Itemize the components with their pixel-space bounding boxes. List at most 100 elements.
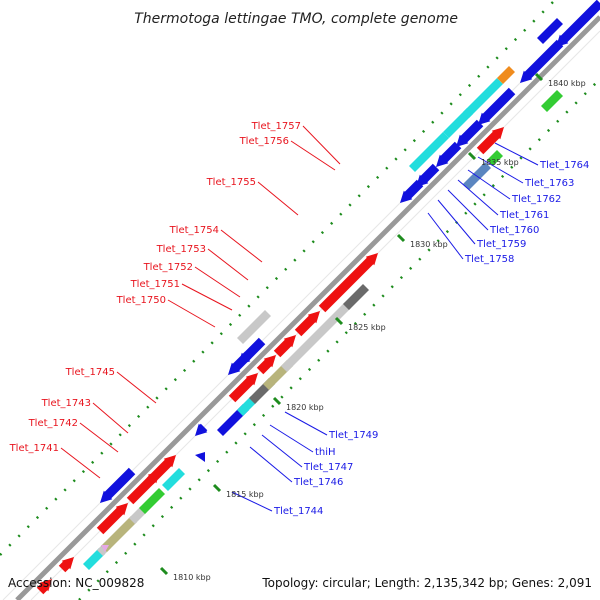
gene-khaki (101, 515, 138, 552)
leader-line (249, 446, 293, 483)
leader-line (467, 169, 511, 200)
kbp-tick (534, 72, 544, 82)
leader-line (427, 212, 464, 260)
map-title: Thermotoga lettingae TMO, complete genom… (134, 11, 458, 27)
gene-cyan (462, 78, 503, 119)
gene-blue-small (195, 452, 205, 462)
kbp-tick (212, 483, 222, 493)
gene-label: Tlet_1763 (524, 178, 574, 189)
gene-label: Tlet_1756 (239, 136, 289, 147)
leader-line (167, 299, 216, 328)
kbp-tick (396, 233, 406, 243)
gene-red (36, 579, 52, 595)
gene-cyan (442, 108, 473, 139)
gene-blue (556, 0, 600, 47)
gene-label: Tlet_1764 (539, 160, 589, 171)
gene-label: Tlet_1746 (293, 477, 343, 488)
gene-label: Tlet_1757 (251, 121, 301, 132)
gene-red (256, 355, 276, 375)
gene-pink-small (101, 545, 109, 552)
gene-blue (520, 39, 564, 83)
gene-label: Tlet_1761 (499, 210, 549, 221)
kbp-label: 1815 kbp (226, 490, 264, 499)
kbp-label: 1820 kbp (286, 403, 324, 412)
leader-line (261, 434, 303, 468)
gene-red (476, 127, 504, 155)
gene-label: Tlet_1755 (206, 177, 256, 188)
gene-blue (195, 423, 208, 436)
gene-blue (100, 467, 136, 503)
gene-green (139, 487, 166, 514)
gene-red (273, 335, 296, 358)
leader-line (447, 189, 489, 231)
kbp-label: 1810 kbp (173, 573, 211, 582)
leader-line (79, 422, 119, 453)
gene-red (228, 373, 258, 403)
leader-line (302, 125, 341, 165)
leader-line (477, 156, 524, 184)
gene-label: Tlet_1750 (116, 295, 166, 306)
gene-label: Tlet_1754 (169, 225, 219, 236)
gene-red (96, 503, 128, 535)
gene-red (318, 253, 378, 313)
gene-label: Tlet_1751 (130, 279, 180, 290)
topology-text: Topology: circular; Length: 2,135,342 bp… (261, 576, 592, 590)
gene-blue (456, 119, 484, 147)
accession-text: Accession: NC_009828 (8, 576, 144, 590)
scale-tick-trail-inner (0, 0, 556, 556)
kbp-tick (272, 396, 282, 406)
gene-label: Tlet_1749 (328, 430, 378, 441)
kbp-label: 1835 kbp (481, 158, 519, 167)
gene-label: Tlet_1745 (65, 367, 115, 378)
gene-darkgray (343, 283, 370, 310)
gene-steel (463, 161, 492, 190)
leader-line (92, 402, 129, 434)
gene-label: Tlet_1744 (273, 506, 323, 517)
gene-orange (496, 66, 515, 85)
leader-line (257, 181, 299, 216)
gene-label: Tlet_1753 (156, 244, 206, 255)
kbp-tick (159, 566, 169, 576)
leader-line (457, 179, 499, 216)
leader-line (194, 266, 241, 298)
leader-line (284, 411, 328, 436)
kbp-tick (334, 316, 344, 326)
gene-label: thiH (315, 447, 336, 458)
gene-blue (478, 87, 516, 125)
leader-line (220, 229, 263, 263)
gene-blue (238, 351, 252, 365)
leader-line (290, 140, 336, 171)
gene-green (487, 149, 504, 166)
kbp-label: 1825 kbp (348, 323, 386, 332)
leader-line (116, 371, 157, 404)
kbp-tick (467, 151, 477, 161)
kbp-label: 1840 kbp (548, 79, 586, 88)
leader-line (231, 491, 273, 512)
leader-line (269, 424, 314, 453)
leader-line (207, 248, 249, 281)
gene-gray (281, 301, 352, 372)
gene-red (58, 557, 74, 573)
gene-label: Tlet_1747 (303, 462, 353, 473)
kbp-label: 1830 kbp (410, 240, 448, 249)
gene-label: Tlet_1741 (9, 443, 59, 454)
leader-line (494, 142, 539, 166)
gene-red (294, 311, 320, 337)
gene-blue (536, 18, 563, 45)
gene-gray (236, 310, 271, 345)
gene-label: Tlet_1762 (511, 194, 561, 205)
gene-cyan (408, 132, 449, 173)
gene-red (146, 471, 160, 485)
gene-label: Tlet_1760 (489, 225, 539, 236)
genome-backbone (15, 15, 600, 600)
gene-label: Tlet_1743 (41, 398, 91, 409)
gene-green (541, 89, 564, 112)
gene-cyan (162, 467, 186, 491)
gene-label: Tlet_1759 (476, 239, 526, 250)
leader-line (437, 199, 476, 245)
gene-blue (416, 163, 440, 187)
gene-blue (436, 141, 462, 167)
leader-line (181, 283, 233, 311)
